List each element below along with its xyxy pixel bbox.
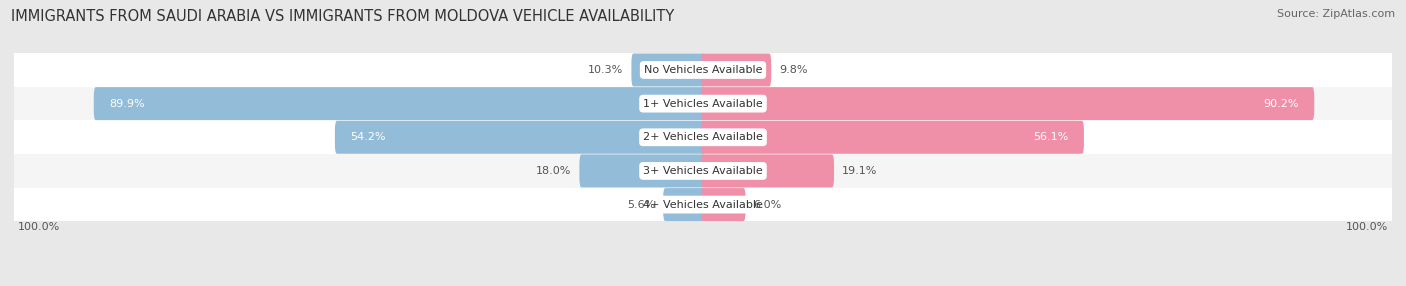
FancyBboxPatch shape	[702, 188, 745, 221]
FancyBboxPatch shape	[579, 154, 704, 187]
Bar	[14, 53, 1392, 87]
Bar	[14, 120, 1392, 154]
Text: 9.8%: 9.8%	[779, 65, 808, 75]
Text: 2+ Vehicles Available: 2+ Vehicles Available	[643, 132, 763, 142]
Text: 90.2%: 90.2%	[1263, 99, 1299, 109]
FancyBboxPatch shape	[702, 154, 834, 187]
FancyBboxPatch shape	[335, 121, 704, 154]
Text: 56.1%: 56.1%	[1033, 132, 1069, 142]
Text: 18.0%: 18.0%	[536, 166, 571, 176]
FancyBboxPatch shape	[702, 121, 1084, 154]
Text: 6.0%: 6.0%	[754, 200, 782, 210]
Text: 89.9%: 89.9%	[110, 99, 145, 109]
Text: 4+ Vehicles Available: 4+ Vehicles Available	[643, 200, 763, 210]
Text: 100.0%: 100.0%	[17, 222, 59, 232]
Bar	[14, 188, 1392, 221]
FancyBboxPatch shape	[664, 188, 704, 221]
Text: No Vehicles Available: No Vehicles Available	[644, 65, 762, 75]
Text: 10.3%: 10.3%	[588, 65, 623, 75]
FancyBboxPatch shape	[631, 53, 704, 86]
Text: IMMIGRANTS FROM SAUDI ARABIA VS IMMIGRANTS FROM MOLDOVA VEHICLE AVAILABILITY: IMMIGRANTS FROM SAUDI ARABIA VS IMMIGRAN…	[11, 9, 675, 23]
Text: 3+ Vehicles Available: 3+ Vehicles Available	[643, 166, 763, 176]
FancyBboxPatch shape	[702, 87, 1315, 120]
Text: 5.6%: 5.6%	[627, 200, 655, 210]
FancyBboxPatch shape	[94, 87, 704, 120]
Text: 100.0%: 100.0%	[1347, 222, 1389, 232]
Bar	[14, 87, 1392, 120]
FancyBboxPatch shape	[702, 53, 772, 86]
Text: 1+ Vehicles Available: 1+ Vehicles Available	[643, 99, 763, 109]
Text: 19.1%: 19.1%	[842, 166, 877, 176]
Bar	[14, 154, 1392, 188]
Text: Source: ZipAtlas.com: Source: ZipAtlas.com	[1277, 9, 1395, 19]
Text: 54.2%: 54.2%	[350, 132, 385, 142]
